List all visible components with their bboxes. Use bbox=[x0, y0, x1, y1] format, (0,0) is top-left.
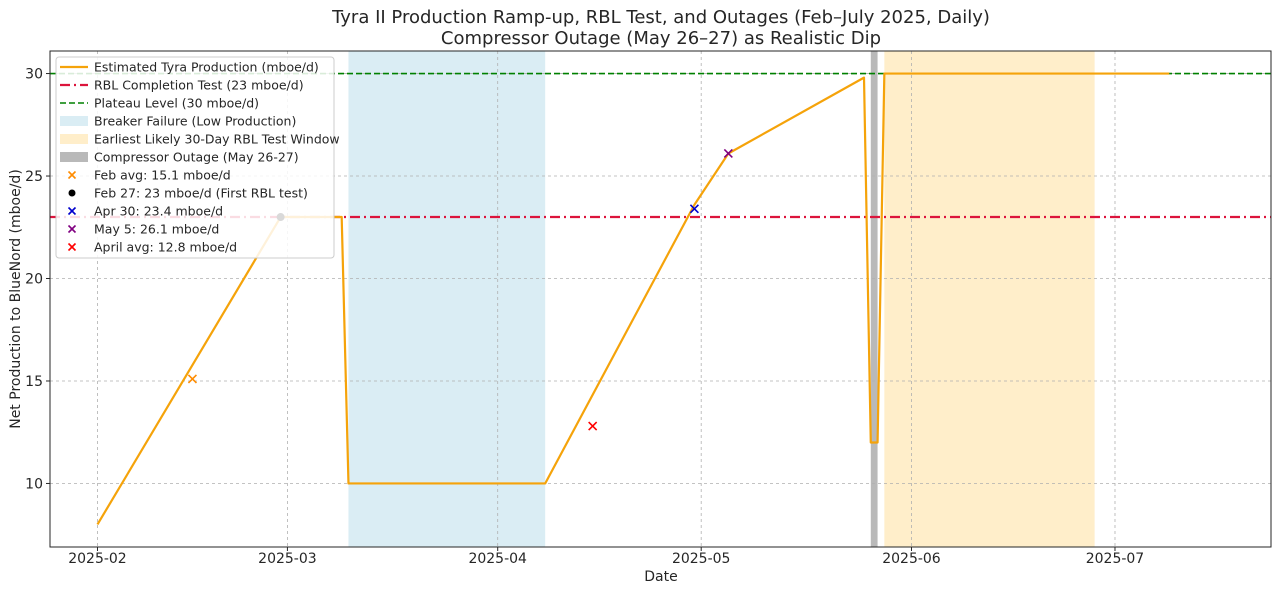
marker-layer bbox=[187, 148, 733, 431]
y-tick-label-2: 20 bbox=[25, 272, 43, 288]
x-tick-label-4: 2025-06 bbox=[882, 551, 941, 567]
x-tick-label-1: 2025-03 bbox=[258, 551, 317, 567]
x-axis-label: Date bbox=[644, 569, 677, 585]
y-axis-label: Net Production to BlueNord (mboe/d) bbox=[8, 169, 24, 429]
legend-label-3: Breaker Failure (Low Production) bbox=[94, 114, 296, 129]
x-tick-label-2: 2025-04 bbox=[468, 551, 527, 567]
span-0 bbox=[348, 51, 546, 547]
legend-item-0: Estimated Tyra Production (mboe/d) bbox=[60, 60, 319, 75]
grid-layer bbox=[50, 51, 1271, 547]
legend-item-8: Apr 30: 23.4 mboe/d bbox=[67, 204, 223, 219]
legend-label-9: May 5: 26.1 mboe/d bbox=[94, 222, 219, 237]
x-tick-label-3: 2025-05 bbox=[672, 551, 731, 567]
x-axis-ticks: 2025-02 2025-03 2025-04 2025-05 2025-06 2025-… bbox=[68, 547, 1144, 567]
span-layer bbox=[348, 51, 1095, 547]
span-2 bbox=[870, 51, 878, 547]
legend-label-10: April avg: 12.8 mboe/d bbox=[94, 240, 237, 255]
y-axis-ticks: 10 15 20 25 30 bbox=[25, 67, 50, 492]
data-point-4 bbox=[588, 421, 598, 431]
legend-label-7: Feb 27: 23 mboe/d (First RBL test) bbox=[94, 186, 308, 201]
y-tick-label-0: 10 bbox=[25, 476, 43, 492]
legend-item-7: Feb 27: 23 mboe/d (First RBL test) bbox=[68, 186, 308, 201]
legend-frame bbox=[55, 56, 335, 259]
x-tick-label-5: 2025-07 bbox=[1086, 551, 1145, 567]
legend-item-5: Compressor Outage (May 26-27) bbox=[60, 150, 299, 165]
legend-swatch-3 bbox=[60, 116, 88, 126]
legend-swatch-6 bbox=[67, 170, 77, 180]
data-point-3 bbox=[723, 148, 733, 159]
y-tick-label-4: 30 bbox=[25, 67, 43, 83]
legend-label-2: Plateau Level (30 mboe/d) bbox=[94, 96, 259, 111]
legend-label-4: Earliest Likely 30-Day RBL Test Window bbox=[94, 132, 340, 147]
legend-swatch-10 bbox=[67, 242, 77, 252]
y-tick-label-3: 25 bbox=[25, 169, 43, 185]
span-1 bbox=[884, 51, 1095, 547]
legend: Estimated Tyra Production (mboe/d) RBL Co… bbox=[55, 56, 340, 259]
plot-frame bbox=[49, 50, 1272, 548]
legend-label-6: Feb avg: 15.1 mboe/d bbox=[94, 168, 231, 183]
chart-title-line-2: Compressor Outage (May 26–27) as Realist… bbox=[441, 28, 881, 49]
legend-item-9: May 5: 26.1 mboe/d bbox=[67, 222, 219, 237]
legend-item-10: April avg: 12.8 mboe/d bbox=[67, 240, 237, 255]
legend-item-3: Breaker Failure (Low Production) bbox=[60, 114, 296, 129]
legend-swatch-5 bbox=[60, 152, 88, 162]
legend-label-0: Estimated Tyra Production (mboe/d) bbox=[94, 60, 319, 75]
legend-swatch-7 bbox=[68, 189, 76, 197]
legend-label-1: RBL Completion Test (23 mboe/d) bbox=[94, 78, 304, 93]
chart-title-line-1: Tyra II Production Ramp-up, RBL Test, an… bbox=[331, 7, 990, 28]
y-tick-label-1: 15 bbox=[25, 374, 43, 390]
data-point-2 bbox=[689, 204, 699, 214]
legend-item-4: Earliest Likely 30-Day RBL Test Window bbox=[60, 132, 340, 147]
x-tick-label-0: 2025-02 bbox=[68, 551, 127, 567]
legend-item-6: Feb avg: 15.1 mboe/d bbox=[67, 168, 231, 183]
legend-item-1: RBL Completion Test (23 mboe/d) bbox=[60, 78, 304, 93]
legend-item-2: Plateau Level (30 mboe/d) bbox=[60, 96, 259, 111]
legend-swatch-9 bbox=[67, 224, 77, 234]
data-point-0 bbox=[187, 374, 198, 384]
legend-swatch-8 bbox=[67, 206, 77, 216]
legend-swatch-4 bbox=[60, 134, 88, 144]
legend-label-5: Compressor Outage (May 26-27) bbox=[94, 150, 299, 165]
legend-label-8: Apr 30: 23.4 mboe/d bbox=[94, 204, 223, 219]
